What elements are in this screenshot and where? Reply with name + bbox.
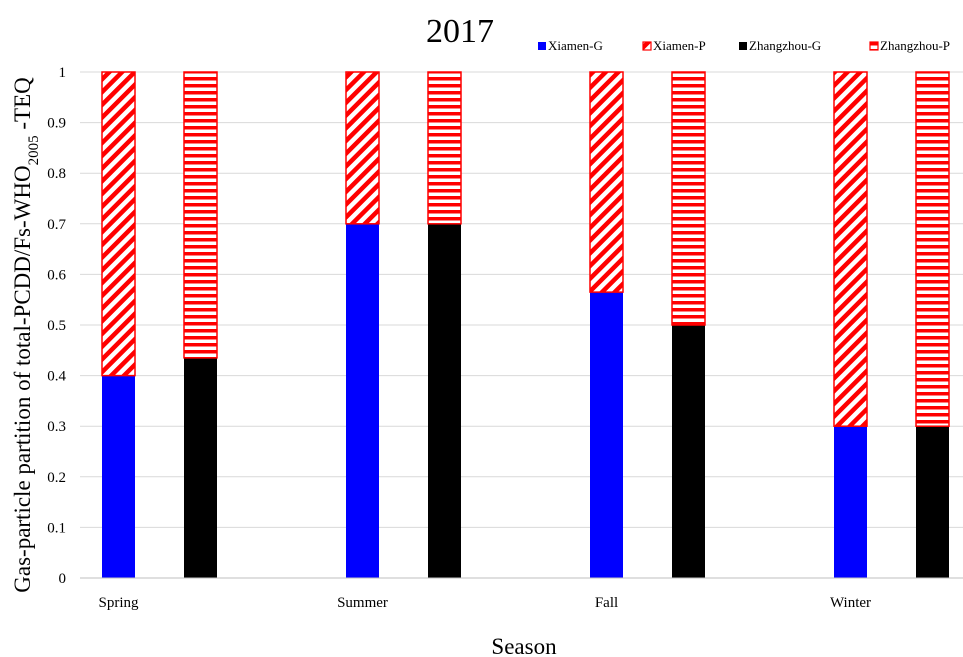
legend: Xiamen-G Xiamen-P Zhangzhou-G Zhangzhou-P	[538, 38, 950, 53]
x-tick-label: Spring	[98, 595, 139, 611]
bar-xiamen-p-winter	[833, 71, 868, 427]
x-axis-labels: Spring Summer Fall Winter	[98, 595, 871, 611]
legend-swatch	[538, 42, 546, 50]
y-tick-label: 0.6	[47, 267, 66, 283]
gridlines	[80, 71, 963, 528]
y-axis-title-tail: -TEQ	[10, 77, 35, 136]
bar-zhangzhou-p-winter	[915, 71, 950, 427]
bar-zhangzhou-g-summer	[428, 223, 461, 579]
y-tick-label: 1	[59, 65, 67, 81]
y-axis-title: Gas-particle partition of total-PCDD/Fs-…	[10, 77, 42, 593]
y-tick-label: 0.9	[47, 116, 66, 132]
legend-label: Xiamen-G	[548, 38, 603, 53]
y-tick-label: 0.5	[47, 318, 66, 334]
bar-zhangzhou-p-summer	[427, 71, 462, 225]
legend-label: Xiamen-P	[653, 38, 706, 53]
y-tick-label: 0.7	[47, 217, 66, 233]
bar-xiamen-p-spring	[101, 71, 136, 377]
bar-zhangzhou-p-fall	[671, 71, 706, 326]
bar-zhangzhou-g-spring	[184, 357, 217, 578]
bars	[101, 71, 950, 579]
legend-swatch	[739, 42, 747, 50]
chart-title: 2017	[426, 13, 494, 50]
x-tick-label: Summer	[337, 595, 388, 611]
bar-xiamen-g-spring	[102, 375, 135, 578]
bar-xiamen-p-fall	[589, 71, 624, 293]
y-axis-ticks: 0 0.1 0.2 0.3 0.4 0.5 0.6 0.7 0.8 0.9 1	[47, 65, 66, 587]
bar-zhangzhou-g-fall	[672, 325, 705, 578]
legend-label: Zhangzhou-G	[749, 38, 821, 53]
bar-xiamen-p-summer	[345, 71, 380, 225]
legend-swatch	[869, 41, 879, 51]
y-tick-label: 0	[59, 571, 67, 587]
y-axis-title-main: Gas-particle partition of total-PCDD/Fs-…	[10, 165, 35, 592]
bar-xiamen-g-winter	[834, 426, 867, 578]
bar-zhangzhou-g-winter	[916, 426, 949, 578]
legend-label: Zhangzhou-P	[880, 38, 950, 53]
x-tick-label: Fall	[595, 595, 618, 611]
bar-xiamen-g-summer	[346, 223, 379, 579]
y-tick-label: 0.8	[47, 166, 66, 182]
bar-zhangzhou-p-spring	[183, 71, 218, 359]
x-axis-title: Season	[491, 634, 557, 657]
y-tick-label: 0.3	[47, 419, 66, 435]
bar-xiamen-g-fall	[590, 292, 623, 578]
y-tick-label: 0.1	[47, 520, 66, 536]
y-tick-label: 0.2	[47, 470, 66, 486]
y-axis-title-subscript: 2005	[26, 135, 42, 165]
y-tick-label: 0.4	[47, 369, 66, 385]
legend-swatch	[642, 41, 652, 51]
x-tick-label: Winter	[830, 595, 871, 611]
